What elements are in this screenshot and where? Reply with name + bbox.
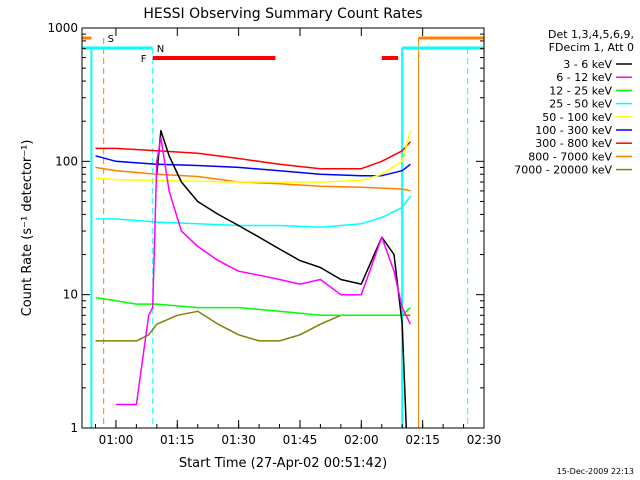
legend-label: 300 - 800 keV xyxy=(535,137,612,150)
x-tick-label: 01:45 xyxy=(283,433,318,447)
flare-flag-label: F xyxy=(141,54,147,65)
legend: Det 1,3,4,5,6,9, FDecim 1, Att 0 3 - 6 k… xyxy=(514,28,634,177)
legend-label: 25 - 50 keV xyxy=(549,98,612,111)
y-tick-label: 1 xyxy=(70,421,78,435)
series-line-5 xyxy=(95,155,411,177)
x-tick-label: 02:30 xyxy=(467,433,502,447)
series-layer xyxy=(95,129,412,429)
legend-label: 12 - 25 keV xyxy=(549,84,612,97)
footer-date: 15-Dec-2009 22:13 xyxy=(557,467,634,476)
x-tick-label: 01:15 xyxy=(160,433,195,447)
legend-label: 50 - 100 keV xyxy=(542,111,612,124)
series-line-0 xyxy=(156,129,408,429)
series-line-4 xyxy=(95,130,412,183)
series-line-1 xyxy=(115,137,412,406)
night-flag-label: N xyxy=(157,44,164,55)
legend-label: 800 - 7000 keV xyxy=(528,150,612,163)
series-line-6 xyxy=(95,141,411,170)
legend-header-line-1: Det 1,3,4,5,6,9, xyxy=(548,28,634,41)
legend-label: 3 - 6 keV xyxy=(563,58,612,71)
y-tick-label: 100 xyxy=(55,154,78,168)
x-tick-label: 02:00 xyxy=(344,433,379,447)
axis-layer: 01:00 01:15 01:30 01:45 02:00 02:15 02:30 1 10 10… xyxy=(47,21,501,447)
x-axis-label: Start Time (27-Apr-02 00:51:42) xyxy=(179,456,387,471)
plot-frame xyxy=(81,27,485,429)
flags-layer: S NF xyxy=(82,34,484,428)
legend-label: 100 - 300 keV xyxy=(535,124,612,137)
x-tick-label: 01:00 xyxy=(99,433,134,447)
chart-title: HESSI Observing Summary Count Rates xyxy=(143,6,422,22)
x-tick-label: 01:30 xyxy=(221,433,256,447)
legend-header-line-2: FDecim 1, Att 0 xyxy=(549,41,634,54)
saa-flag-label: S xyxy=(108,34,114,45)
legend-label: 6 - 12 keV xyxy=(556,71,612,84)
series-line-7 xyxy=(95,166,411,192)
y-tick-label: 1000 xyxy=(47,21,78,35)
series-line-2 xyxy=(95,296,411,317)
x-tick-label: 02:15 xyxy=(405,433,440,447)
series-line-3 xyxy=(95,195,412,229)
y-tick-label: 10 xyxy=(63,288,78,302)
y-axis-label: Count Rate (s⁻¹ detector⁻¹) xyxy=(20,140,35,317)
legend-label: 7000 - 20000 keV xyxy=(514,164,612,177)
